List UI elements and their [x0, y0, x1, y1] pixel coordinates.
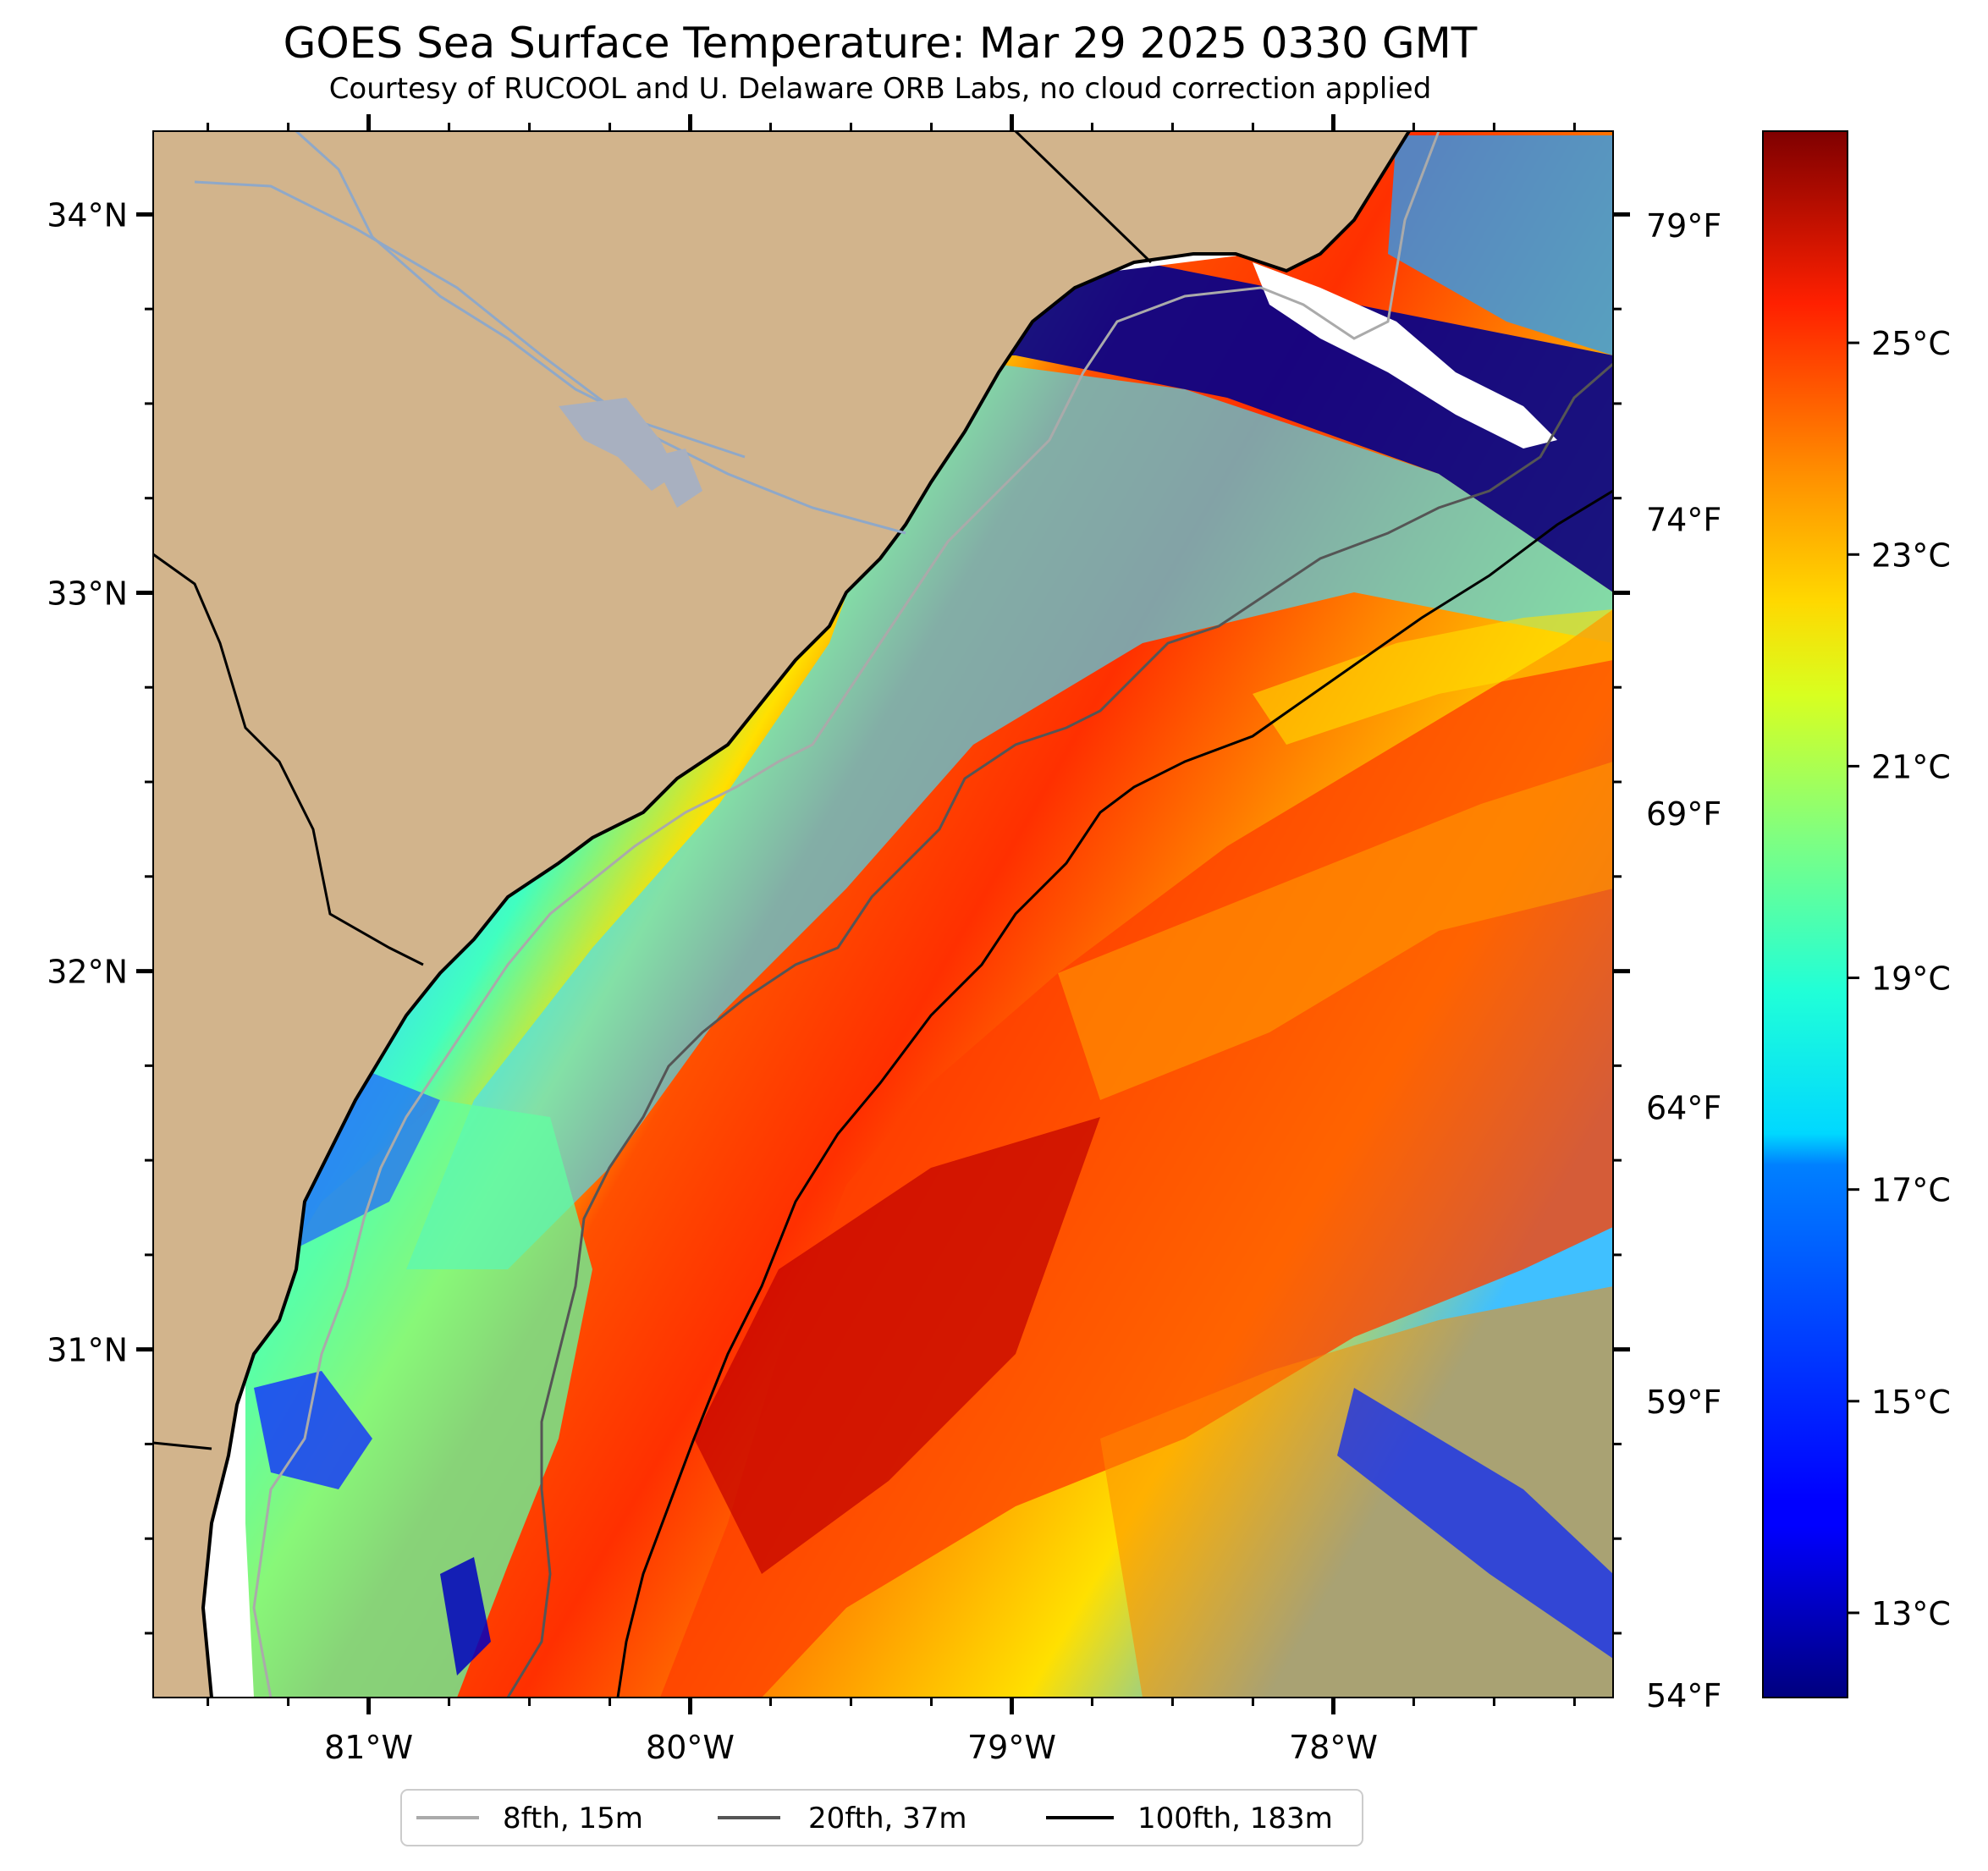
lat-tick-label: 34°N [47, 196, 128, 234]
fahrenheit-tick-label: 54°F [1646, 1677, 1721, 1714]
green-inshore [229, 1100, 592, 1698]
colorbar-tick-label: 23°C [1871, 537, 1951, 574]
gulf-stream-core [694, 1117, 1100, 1574]
sst-features [229, 135, 1613, 1698]
offshore-blue-streak [1337, 1388, 1613, 1659]
isobath-100fth [616, 489, 1613, 1698]
colorbar-tick-label: 19°C [1871, 960, 1951, 998]
legend-label-20fth: 20fth, 37m [808, 1802, 967, 1835]
lat-tick-label: 32°N [47, 954, 128, 991]
lon-tick-label: 78°W [1289, 1729, 1378, 1766]
cyan-midshelf [406, 355, 1613, 1269]
fahrenheit-tick-label: 79°F [1646, 207, 1721, 245]
offshore-mixed [1100, 1286, 1613, 1698]
orange-filament [1058, 762, 1613, 1100]
fahrenheit-tick-label: 59°F [1646, 1384, 1721, 1421]
state-border-ga-fl [153, 1441, 212, 1450]
lat-tick-label: 31°N [47, 1332, 128, 1369]
legend-label-8fth: 8fth, 15m [503, 1802, 643, 1835]
colorbar-axis: 13°C 15°C 17°C 19°C 21°C 23°C 25°C [1848, 325, 1951, 1632]
map-panel [153, 131, 1613, 1698]
latitude-axis: 34°N 33°N 32°N 31°N [47, 196, 1630, 1635]
colorbar-tick-label: 25°C [1871, 325, 1951, 362]
legend-label-100fth: 100fth, 183m [1137, 1802, 1333, 1835]
fahrenheit-tick-label: 69°F [1646, 795, 1721, 833]
chart-title: GOES Sea Surface Temperature: Mar 29 202… [284, 19, 1478, 68]
isobath-legend: 8fth, 15m 20fth, 37m 100fth, 183m [400, 1789, 1363, 1846]
colorbar-tick-label: 13°C [1871, 1595, 1951, 1632]
fahrenheit-tick-label: 74°F [1646, 502, 1721, 539]
coastline [201, 131, 1411, 1698]
longitude-axis: 81°W 80°W 79°W 78°W [207, 114, 1576, 1766]
map-frame [152, 130, 1614, 1698]
fahrenheit-tick-label: 64°F [1646, 1089, 1721, 1126]
land-mass [153, 131, 1409, 1698]
fahrenheit-axis: 79°F 74°F 69°F 64°F 59°F 54°F [1646, 207, 1721, 1714]
state-border-nc-sc [1014, 131, 1153, 264]
lake-moultrie [652, 448, 702, 508]
northeast-cyan [1388, 135, 1613, 355]
chart-subtitle: Courtesy of RUCOOL and U. Delaware ORB L… [329, 72, 1432, 106]
western-cold-patch [254, 1371, 372, 1489]
lon-tick-label: 81°W [324, 1729, 413, 1766]
colorbar-tick-label: 17°C [1871, 1172, 1951, 1209]
legend-box [400, 1789, 1363, 1846]
lake-marion [559, 398, 677, 491]
yellow-filament [1253, 609, 1613, 745]
no-data-inlet [1253, 262, 1557, 448]
isobath-8fth [252, 131, 1440, 1698]
colorbar-tick-label: 21°C [1871, 748, 1951, 785]
river-santee [194, 180, 906, 535]
isobath-20fth [506, 362, 1613, 1698]
lon-tick-label: 79°W [967, 1729, 1056, 1766]
southern-cold-patch [440, 1557, 491, 1676]
lon-tick-label: 80°W [646, 1729, 735, 1766]
colorbar [1762, 130, 1848, 1698]
state-border-sc-ga [153, 553, 424, 966]
lat-tick-label: 33°N [47, 575, 128, 612]
colorbar-tick-label: 15°C [1871, 1384, 1951, 1421]
